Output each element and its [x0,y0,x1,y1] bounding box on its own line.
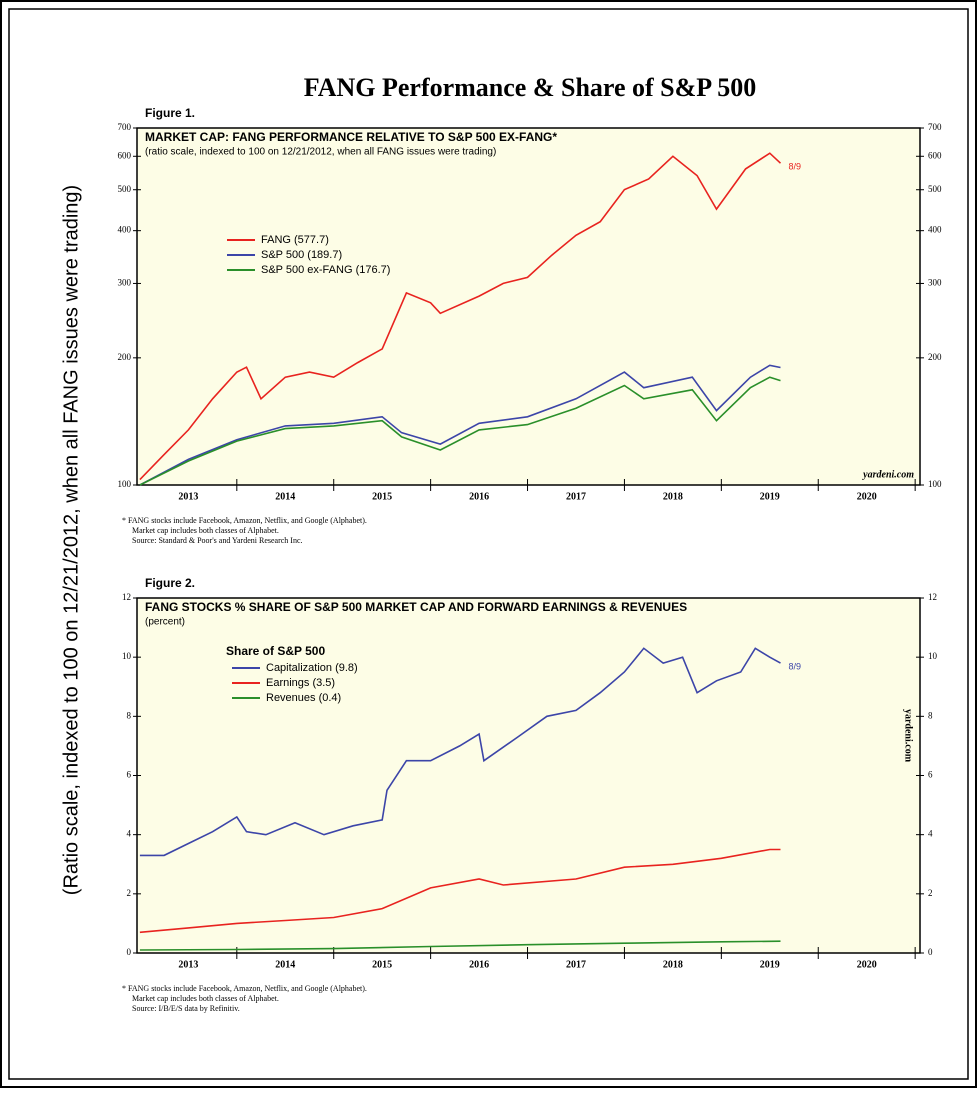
y2-tick-label: 500 [928,184,942,194]
legend-label: FANG (577.7) [261,234,329,246]
annotation: 8/9 [788,162,801,172]
y-tick-label: 0 [127,947,132,957]
plot-area [136,127,921,486]
chart-title: FANG STOCKS % SHARE OF S&P 500 MARKET CA… [145,600,687,614]
watermark: yardeni.com [903,709,914,763]
legend-label: S&P 500 ex-FANG (176.7) [261,264,390,276]
main-title: FANG Performance & Share of S&P 500 [304,73,757,102]
footnote: * FANG stocks include Facebook, Amazon, … [122,984,367,993]
y2-tick-label: 4 [928,829,933,839]
x-tick-label: 2014 [275,959,295,970]
y2-tick-label: 2 [928,888,933,898]
x-tick-label: 2015 [372,959,392,970]
y2-tick-label: 300 [928,278,942,288]
y2-tick-label: 400 [928,225,942,235]
x-tick-label: 2020 [857,491,877,502]
x-tick-label: 2020 [857,959,877,970]
footnote: * FANG stocks include Facebook, Amazon, … [122,516,367,525]
footnote: Market cap includes both classes of Alph… [132,994,279,1003]
footnote: Market cap includes both classes of Alph… [132,526,279,535]
x-tick-label: 2015 [372,491,392,502]
y2-tick-label: 6 [928,770,933,780]
legend-label: Earnings (3.5) [266,677,335,689]
series-line [139,940,781,951]
y-tick-label: 200 [118,352,132,362]
x-tick-label: 2014 [275,491,295,502]
y2-tick-label: 12 [928,592,937,602]
x-tick-label: 2016 [469,491,489,502]
y-tick-label: 400 [118,225,132,235]
x-tick-label: 2018 [663,491,683,502]
y2-tick-label: 100 [928,479,942,489]
y-tick-label: 500 [118,184,132,194]
watermark: yardeni.com [862,469,914,480]
x-tick-label: 2018 [663,959,683,970]
x-tick-label: 2016 [469,959,489,970]
series-line [139,376,781,486]
y-tick-label: 4 [127,829,132,839]
inner-frame [8,8,969,1080]
side-label: (Ratio scale, indexed to 100 on 12/21/20… [60,185,82,895]
x-tick-label: 2017 [566,959,586,970]
y-tick-label: 100 [118,479,132,489]
figure-label: Figure 2. [145,576,195,590]
y-tick-label: 600 [118,150,132,160]
y2-tick-label: 700 [928,122,942,132]
y-tick-label: 10 [122,651,132,661]
y-tick-label: 700 [118,122,132,132]
footnote: Source: I/B/E/S data by Refinitiv. [132,1004,240,1013]
legend-label: S&P 500 (189.7) [261,249,342,261]
legend-label: Capitalization (9.8) [266,662,358,674]
legend-label: Revenues (0.4) [266,692,341,704]
series-line [139,647,781,857]
chart-title: MARKET CAP: FANG PERFORMANCE RELATIVE TO… [145,130,557,144]
y-tick-label: 8 [127,710,132,720]
y-tick-label: 2 [127,888,132,898]
chart-subtitle: (percent) [145,617,185,628]
x-tick-label: 2013 [178,959,198,970]
footnote: Source: Standard & Poor's and Yardeni Re… [132,536,303,545]
x-tick-label: 2017 [566,491,586,502]
x-tick-label: 2019 [760,491,780,502]
annotation: 8/9 [788,661,801,671]
x-tick-label: 2013 [178,491,198,502]
y2-tick-label: 600 [928,150,942,160]
y2-tick-label: 8 [928,710,933,720]
y-tick-label: 300 [118,278,132,288]
y-tick-label: 6 [127,770,132,780]
series-line [139,364,781,486]
legend-title: Share of S&P 500 [226,644,325,658]
y2-tick-label: 10 [928,651,938,661]
y-tick-label: 12 [122,592,131,602]
y2-tick-label: 0 [928,947,933,957]
series-line [139,848,781,934]
x-tick-label: 2019 [760,959,780,970]
series-line [139,152,782,481]
chart-subtitle: (ratio scale, indexed to 100 on 12/21/20… [145,147,496,158]
figure-label: Figure 1. [145,106,195,120]
y2-tick-label: 200 [928,352,942,362]
plot-area [136,597,921,954]
